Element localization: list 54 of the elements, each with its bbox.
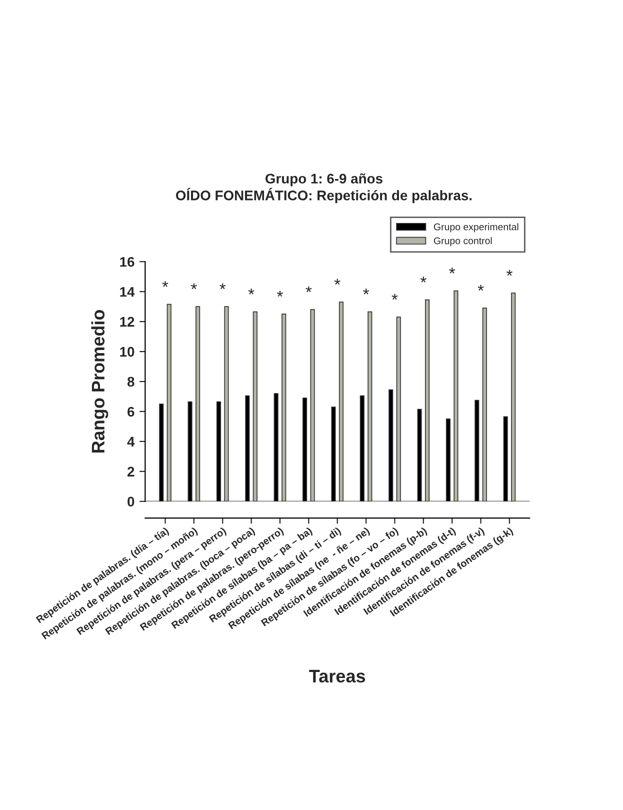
bar [310, 309, 315, 502]
bar [388, 389, 394, 502]
bar [425, 299, 430, 502]
annotation: * [363, 288, 370, 294]
annotation: * [420, 276, 426, 282]
y-tick-label: 8 [127, 376, 134, 387]
bar [159, 404, 164, 502]
bar [368, 311, 372, 502]
x-axis-title: Tareas [309, 670, 366, 683]
y-tick-label: 16 [120, 256, 134, 267]
legend-label: Grupo experimental [434, 223, 518, 232]
bar [338, 302, 344, 502]
bar [224, 306, 229, 502]
bar [274, 393, 278, 502]
bar [188, 401, 192, 502]
bar [360, 395, 364, 502]
y-tick-label: 4 [127, 436, 135, 446]
y-axis-title: Rango Promedio [91, 310, 108, 453]
annotation: * [220, 283, 226, 290]
bar [216, 401, 222, 502]
bar [331, 406, 336, 502]
y-tick-label: 10 [120, 346, 134, 357]
annotation: * [248, 288, 254, 294]
annotation: * [506, 270, 512, 276]
bar [252, 311, 258, 502]
y-tick-label: 2 [128, 466, 134, 476]
annotation: * [277, 290, 283, 297]
annotation: * [392, 294, 398, 300]
bar [503, 416, 508, 502]
bar [302, 398, 308, 502]
annotation: * [449, 268, 456, 274]
bar [454, 290, 458, 502]
chart-title: Grupo 1: 6-9 años [266, 173, 382, 186]
annotation: * [162, 281, 168, 287]
annotation: * [334, 278, 340, 285]
bar [396, 316, 401, 502]
bar [482, 308, 487, 502]
bar [245, 395, 250, 502]
annotation: * [190, 283, 197, 290]
bar [282, 314, 286, 502]
y-tick-label: 0 [128, 496, 134, 507]
bar [511, 292, 516, 502]
annotation: * [306, 286, 312, 292]
bar [166, 304, 172, 502]
annotation: * [478, 284, 484, 291]
bar [417, 408, 422, 502]
bar [474, 400, 480, 502]
bar [446, 418, 451, 502]
y-tick-label: 12 [120, 316, 134, 327]
y-tick-label: 6 [128, 406, 134, 417]
bar [196, 306, 200, 502]
y-tick-label: 14 [120, 287, 135, 297]
legend-label: Grupo control [434, 237, 492, 246]
chart-subtitle: OÍDO FONEMÁTICO: Repetición de palabras. [176, 188, 472, 204]
